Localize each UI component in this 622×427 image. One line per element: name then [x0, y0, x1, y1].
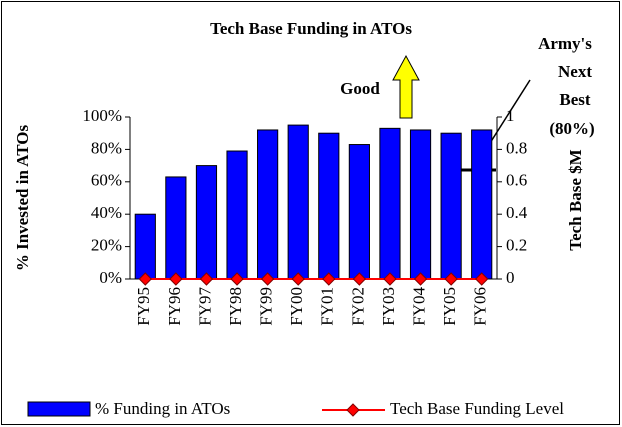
- y-tick-label: 60%: [91, 171, 122, 190]
- legend-swatch: [27, 401, 91, 417]
- marker: [322, 272, 336, 286]
- x-tick-label: FY95: [134, 287, 153, 326]
- x-tick-label: FY03: [379, 287, 398, 326]
- marker: [291, 272, 305, 286]
- x-tick-label: FY06: [471, 287, 490, 326]
- bar: [195, 165, 218, 280]
- marker: [260, 272, 275, 286]
- y2-tick-label: 0.8: [506, 138, 527, 157]
- annotation: Good: [340, 79, 380, 98]
- y2-tick-label: 0.4: [506, 203, 528, 222]
- chart-title: Tech Base Funding in ATOs: [210, 19, 412, 38]
- x-tick-label: FY02: [348, 287, 367, 326]
- marker: [352, 272, 367, 286]
- annotation: Best: [559, 90, 591, 109]
- marker: [138, 272, 152, 286]
- bar: [134, 213, 156, 280]
- x-tick-label: FY98: [226, 287, 245, 326]
- y-tick-label: 100%: [82, 106, 122, 125]
- y2-tick-label: 0: [506, 268, 515, 287]
- bar: [348, 144, 370, 280]
- bar: [165, 176, 187, 280]
- bar: [440, 132, 462, 280]
- marker: [169, 272, 183, 286]
- x-tick-label: FY99: [257, 287, 276, 326]
- marker: [444, 272, 458, 286]
- bar: [257, 129, 279, 280]
- marker: [413, 272, 428, 286]
- legend-label: Tech Base Funding Level: [390, 399, 564, 418]
- legend-label: % Funding in ATOs: [95, 399, 230, 418]
- x-tick-label: FY96: [165, 287, 184, 326]
- marker: [230, 272, 244, 286]
- x-tick-label: FY01: [318, 287, 337, 326]
- x-tick-label: FY04: [409, 287, 428, 326]
- y-tick-label: 20%: [91, 236, 122, 255]
- y-tick-label: 0%: [99, 268, 122, 287]
- y2-tick-label: 0.2: [506, 236, 527, 255]
- x-tick-label: FY97: [195, 287, 214, 326]
- y-axis-title: % Invested in ATOs: [13, 124, 32, 271]
- y-tick-label: 80%: [91, 138, 122, 157]
- bar: [287, 124, 309, 280]
- legend-swatch: [346, 403, 360, 417]
- y-tick-label: 40%: [91, 203, 122, 222]
- bar: [471, 129, 493, 280]
- arrow-icon: [392, 54, 420, 119]
- x-tick-label: FY00: [287, 287, 306, 326]
- y2-axis-title: Tech Base $M: [566, 149, 585, 250]
- marker: [383, 272, 397, 286]
- annotation: Next: [558, 62, 592, 81]
- marker: [199, 272, 214, 286]
- y2-tick-label: 0.6: [506, 171, 527, 190]
- annotation: (80%): [549, 119, 594, 138]
- bar: [409, 129, 432, 280]
- marker: [475, 272, 489, 286]
- bar: [318, 132, 340, 280]
- y2-tick-label: 1: [506, 106, 515, 125]
- bar: [226, 150, 248, 280]
- annotation: Army's: [538, 34, 592, 53]
- x-tick-label: FY05: [440, 287, 459, 326]
- bar: [379, 127, 401, 280]
